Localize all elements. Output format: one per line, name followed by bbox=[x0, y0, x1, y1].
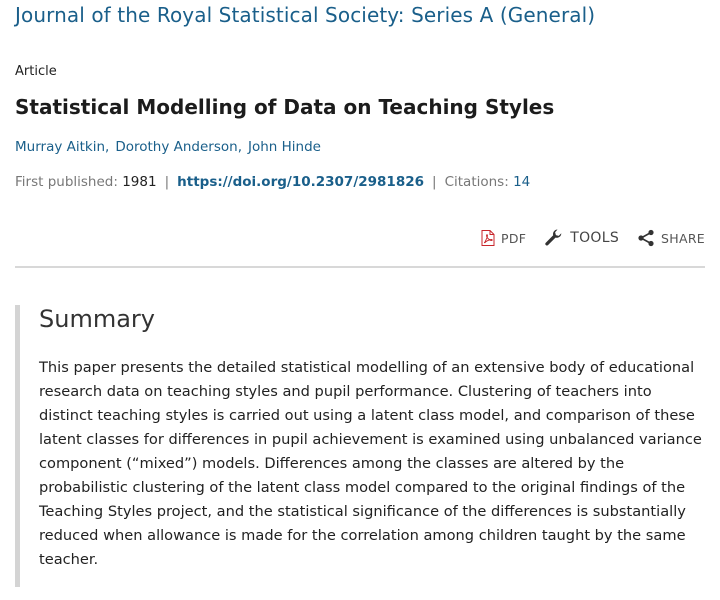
author-link[interactable]: Murray Aitkin bbox=[15, 139, 106, 155]
tools-label: TOOLS bbox=[570, 230, 620, 246]
article-toolbar: PDF TOOLS SHARE bbox=[481, 228, 705, 248]
pdf-button[interactable]: PDF bbox=[481, 230, 526, 246]
summary-text: This paper presents the detailed statist… bbox=[39, 359, 702, 568]
share-icon bbox=[638, 229, 654, 247]
author-link[interactable]: Dorothy Anderson bbox=[115, 139, 238, 155]
citations-label: Citations: bbox=[444, 174, 509, 190]
summary-section: Summary This paper presents the detailed… bbox=[15, 305, 705, 587]
journal-title-link[interactable]: Journal of the Royal Statistical Society… bbox=[15, 3, 596, 27]
author-link[interactable]: John Hinde bbox=[248, 139, 321, 155]
section-divider bbox=[15, 266, 705, 268]
meta-separator: | bbox=[432, 174, 437, 190]
publication-meta: First published: 1981 | https://doi.org/10… bbox=[15, 174, 530, 190]
first-published-label: First published: bbox=[15, 174, 118, 190]
pdf-icon bbox=[481, 230, 495, 246]
summary-heading: Summary bbox=[39, 305, 155, 333]
pdf-label: PDF bbox=[500, 230, 527, 246]
share-label: SHARE bbox=[661, 230, 705, 246]
meta-separator: | bbox=[164, 174, 170, 190]
author-separator: , bbox=[105, 139, 110, 155]
author-list: Murray Aitkin, Dorothy Anderson, John Hind… bbox=[15, 139, 321, 155]
citations-count-link[interactable]: 14 bbox=[513, 174, 531, 190]
tools-button[interactable]: TOOLS bbox=[544, 228, 619, 248]
doi-link[interactable]: https://doi.org/10.2307/2981826 bbox=[177, 174, 425, 190]
author-separator: , bbox=[237, 139, 242, 155]
wrench-icon bbox=[545, 229, 562, 246]
share-button[interactable]: SHARE bbox=[637, 229, 705, 247]
article-title: Statistical Modelling of Data on Teachin… bbox=[15, 95, 555, 119]
article-type-label: Article bbox=[15, 64, 57, 79]
first-published-value: 1981 bbox=[122, 174, 157, 190]
